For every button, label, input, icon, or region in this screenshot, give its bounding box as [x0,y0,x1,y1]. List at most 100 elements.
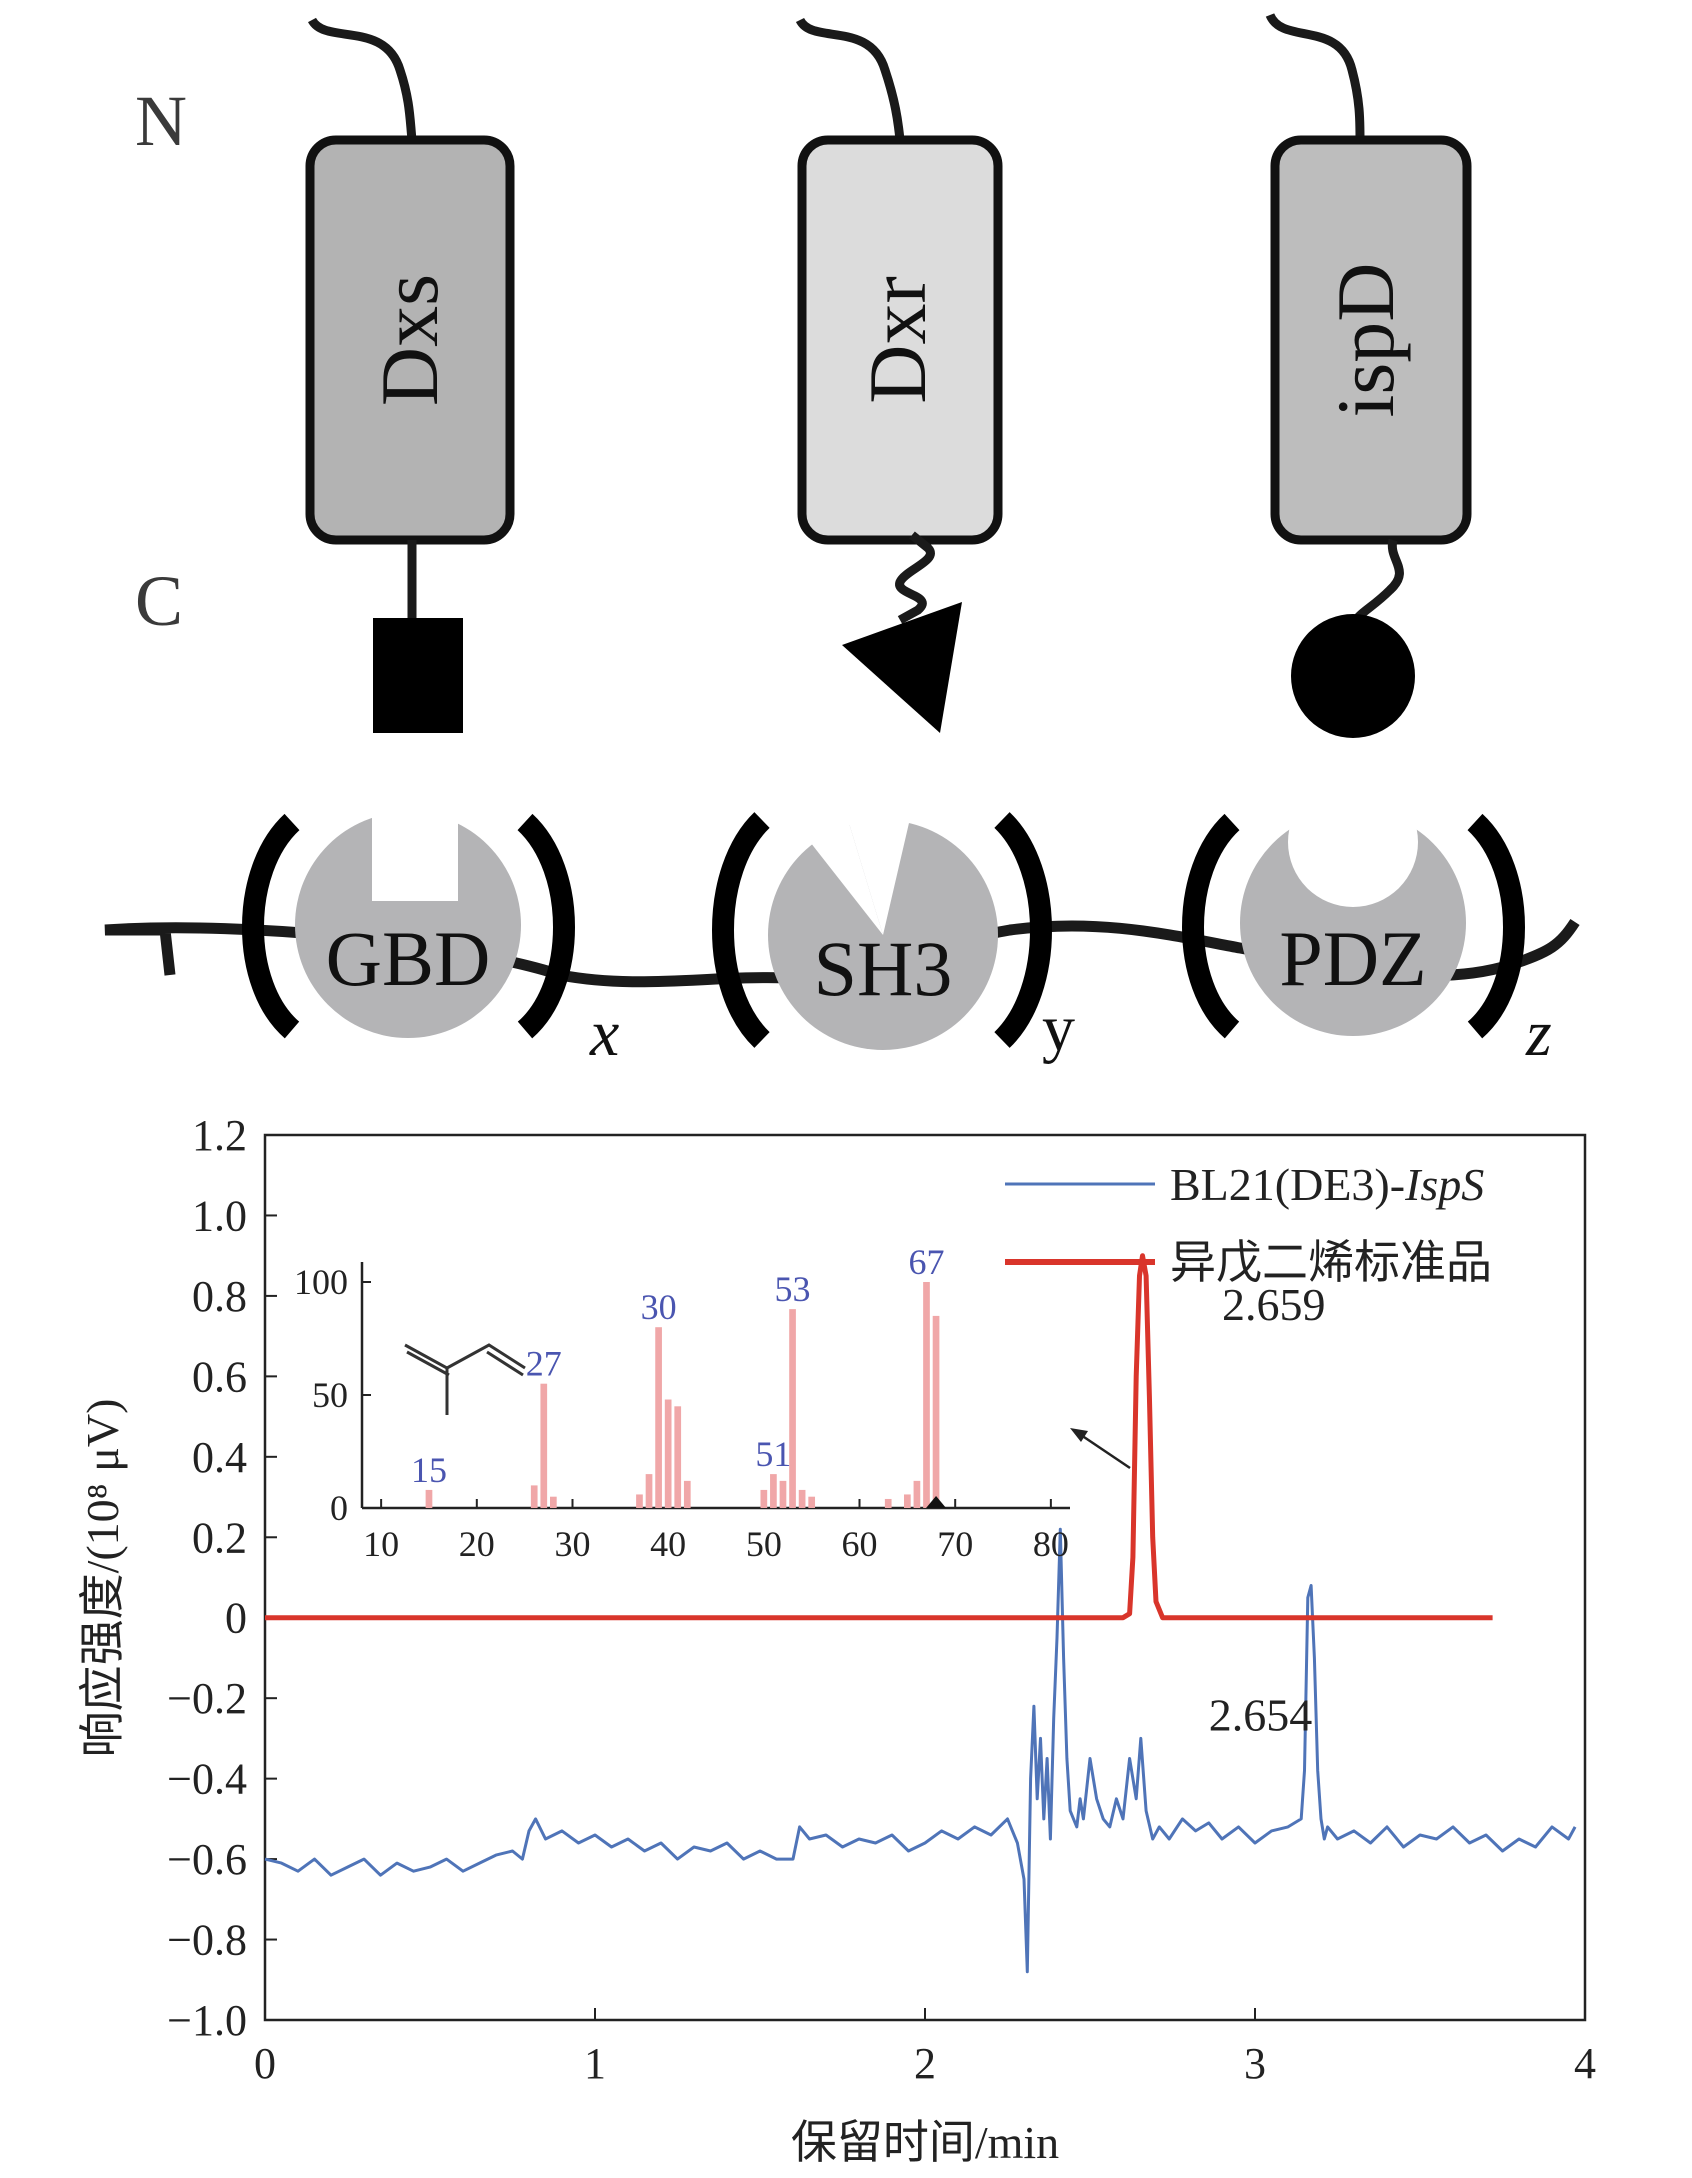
inset-peak-bar [789,1309,796,1508]
inset-peak-bar [779,1480,787,1508]
inset-y-tick-label: 100 [294,1262,348,1302]
inset-peak-label: 53 [775,1269,811,1309]
dxs-n-linker [308,17,417,141]
sh3-pocket-2 [845,810,912,935]
inset-peak-bar [530,1485,538,1508]
inset-peak-bar [645,1474,653,1508]
dxr-label: Dxr [852,276,943,404]
y-tick-label: −0.2 [167,1674,247,1723]
dxr-box [797,135,1003,545]
inset-peak-label: 27 [526,1344,562,1384]
inset-peak-bar [798,1489,806,1508]
y-tick-label: 0.8 [192,1272,247,1321]
dxr-c-linker [895,531,935,624]
inset-x-tick-label: 70 [937,1524,973,1564]
peak-annotation: 2.654 [1209,1689,1313,1740]
inset-layer: 0 50 100 10 20 30 40 50 60 70 80 15 27 30 51 53 67 [294,1242,1070,1564]
gbd-domain [295,812,521,1038]
inset-peak-label: 15 [411,1450,447,1490]
dxs-label: Dxs [364,274,455,406]
series-line-standard [265,1253,1493,1621]
triangle-tag-icon [842,602,962,733]
gbd-label: GBD [326,915,491,1002]
inset-peak-bar [550,1496,557,1508]
inset-x-tick-label: 40 [650,1524,686,1564]
n-terminus-label: N [135,81,187,161]
pdz-repeat-label: z [1525,997,1552,1070]
y-tick-label: −0.4 [167,1755,247,1804]
inset-peak-bar [913,1480,921,1508]
sh3-repeat-label: y [1042,992,1075,1065]
ispd-box [1270,135,1472,545]
inset-x-tick-label: 10 [363,1524,399,1564]
inset-x-tick-label: 80 [1033,1524,1069,1564]
annotations: 2.659 2.654 [1209,1279,1326,1740]
legend-label-blue: BL21(DE3)-IspS [1170,1159,1484,1210]
sh3-label: SH3 [814,925,953,1012]
isoprene-structure-icon [404,1343,526,1415]
series-line-sample [264,1527,1577,1974]
inset-peak-bar [425,1489,433,1508]
inset-x-tick-label: 20 [459,1524,495,1564]
x-tick-label: 1 [584,2039,606,2088]
y-tick-label: 0 [225,1594,247,1643]
legend: BL21(DE3)-IspS 异戊二烯标准品 [1005,1159,1492,1288]
inset-x-tick-label: 30 [554,1524,590,1564]
x-axis-title: 保留时间/min [791,2117,1059,2168]
sh3-right-bracket [993,812,1052,1048]
peak-arrow [1077,1431,1131,1470]
ispd-n-linker [1265,12,1365,141]
y-tick-label: 0.4 [192,1433,247,1482]
x-tick-label: 4 [1574,2039,1596,2088]
inset-peak-bar [932,1315,940,1508]
inset-peak-bar [655,1327,662,1508]
ispd-c-linker [1348,538,1404,628]
y-tick-label: 1.0 [192,1191,247,1240]
legend-label-red: 异戊二烯标准品 [1170,1237,1492,1288]
pdz-right-bracket [1467,813,1525,1039]
circle-tag-icon [1291,614,1415,738]
inset-peak-bar [636,1494,643,1508]
inset-peak-bar [674,1406,682,1508]
x-tick-label: 3 [1244,2039,1266,2088]
inset-y-tick-label: 50 [312,1375,348,1415]
ispd-label: ispD [1320,263,1411,418]
x-axis: 0 1 2 3 4 [254,2008,1596,2088]
inset-peak-bar [904,1494,911,1508]
inset-marker-icon [926,1496,947,1508]
inset-peak-bar [770,1474,777,1508]
peak-annotation: 2.659 [1222,1279,1326,1330]
inset-x-tick-label: 50 [746,1524,782,1564]
inset-peak-bar [540,1383,548,1508]
inset-peak-label: 67 [908,1242,944,1282]
inset-peak-bar [683,1480,691,1508]
pdz-left-bracket [1182,813,1240,1039]
y-axis-title: 响应强度/(10⁸ μV) [77,1399,128,1758]
inset-peak-bar [760,1489,768,1508]
peak-arrow-head [1070,1428,1088,1442]
inset-peak-bar [923,1282,930,1508]
pdz-label: PDZ [1279,915,1426,1002]
pdz-pocket [1288,777,1418,907]
y-tick-label: −0.6 [167,1835,247,1884]
dxr-n-linker [795,17,905,141]
inset-peak-bar [808,1496,816,1508]
gbd-right-bracket [517,813,575,1039]
y-axis: −1.0 −0.8 −0.6 −0.4 −0.2 0 0.2 0.4 0.6 0.8 1.0 1.2 [167,1111,277,2045]
x-tick-label: 2 [914,2039,936,2088]
sh3-left-bracket [712,812,771,1048]
gbd-pocket [372,805,458,901]
inset-peak-bar [884,1498,892,1508]
inset-peak-label: 51 [755,1434,791,1474]
series-layer [264,1253,1577,1974]
chart: −1.0−0.8−0.6−0.4−0.200.20.40.60.81.01.2 … [77,1111,1596,2168]
protein-diagram: N C Dxs Dxr ispD GBD x SH3 [104,12,1580,1070]
inset-mass-spectrum: 0 50 100 10 20 30 40 50 60 70 80 15 27 30 51 53 67 [294,1242,1070,1564]
square-tag-icon [373,618,463,733]
sh3-pocket [785,810,883,935]
y-tick-label: −0.8 [167,1916,247,1965]
gbd-left-bracket [242,813,300,1039]
y-tick-label: 0.6 [192,1352,247,1401]
gbd-repeat-label: x [589,997,619,1070]
x-tick-label: 0 [254,2039,276,2088]
